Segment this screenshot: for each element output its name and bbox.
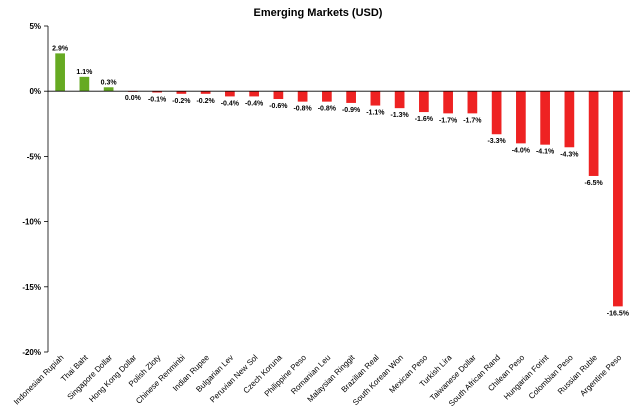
bar (370, 91, 381, 106)
y-tick-label: 0% (29, 87, 41, 96)
data-label: -1.7% (463, 117, 482, 124)
data-label: -0.8% (318, 106, 337, 113)
data-label: -0.4% (245, 100, 264, 107)
data-label: -4.3% (560, 151, 579, 158)
bar (613, 91, 623, 307)
data-label: 2.9% (52, 45, 69, 52)
bar (588, 91, 599, 176)
bar (249, 91, 259, 97)
bar (55, 53, 65, 92)
bar (79, 76, 90, 92)
data-label: -0.8% (293, 106, 312, 113)
y-tick-label: -20% (22, 348, 41, 357)
category-label: Philippine Peso (263, 353, 309, 399)
bar (540, 91, 550, 145)
bar (322, 91, 332, 102)
data-label: -3.3% (487, 138, 506, 145)
data-label: -6.5% (584, 180, 603, 187)
bar (564, 91, 575, 148)
data-label: -0.6% (269, 103, 288, 110)
bar (346, 91, 356, 103)
bar (103, 87, 114, 92)
data-label: -1.3% (390, 112, 409, 119)
data-label: -0.1% (148, 97, 167, 104)
y-tick-label: -5% (27, 152, 41, 161)
chart-title: Emerging Markets (USD) (254, 7, 383, 19)
data-label: -16.5% (607, 310, 630, 317)
plot-area: 5% 0% -5% -10% -15% -20% 2.9% Indonesian Rupiah… (12, 22, 630, 408)
bar (419, 91, 429, 113)
data-label: 1.1% (76, 69, 93, 76)
bar (516, 91, 526, 144)
bar (394, 91, 405, 109)
bar (152, 91, 162, 93)
bar (443, 91, 453, 114)
data-label: 0.3% (101, 79, 118, 86)
data-label: -0.2% (172, 98, 191, 105)
data-label: -1.7% (439, 117, 458, 124)
data-label: 0.0% (125, 95, 142, 102)
y-tick-label: -10% (22, 218, 41, 227)
y-tick-label: -15% (22, 283, 41, 292)
data-label: -1.6% (415, 116, 434, 123)
y-tick-label: 5% (29, 22, 41, 31)
data-label: -0.4% (221, 100, 240, 107)
bar (225, 91, 235, 97)
data-label: -0.9% (342, 107, 361, 114)
bar (297, 91, 308, 102)
category-label: Indonesian Rupiah (12, 353, 66, 407)
bar (200, 91, 211, 94)
bar (176, 91, 187, 94)
data-label: -0.2% (196, 98, 215, 105)
bar (273, 91, 284, 100)
data-label: -4.1% (536, 149, 555, 156)
bar (491, 91, 502, 135)
data-label: -4.0% (512, 147, 531, 154)
bar (467, 91, 478, 114)
data-label: -1.1% (366, 110, 385, 117)
